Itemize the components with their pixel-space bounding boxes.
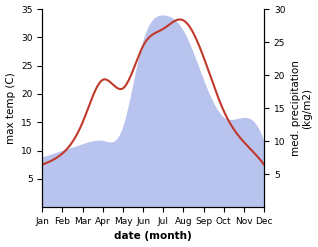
Y-axis label: med. precipitation
(kg/m2): med. precipitation (kg/m2) <box>291 60 313 156</box>
Y-axis label: max temp (C): max temp (C) <box>5 72 16 144</box>
X-axis label: date (month): date (month) <box>114 231 192 242</box>
